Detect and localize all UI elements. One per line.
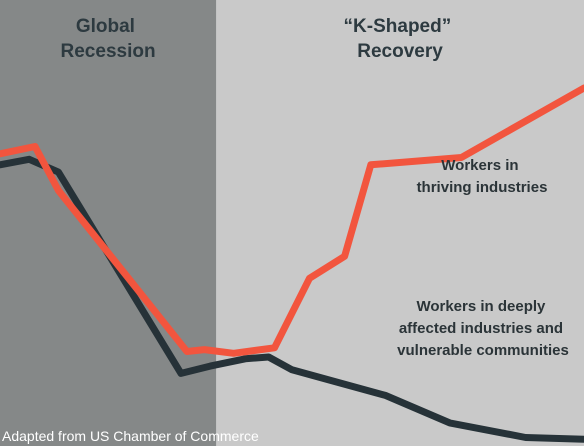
recession-shade-region [0,0,217,446]
affected-label-line-3: vulnerable communities [397,342,569,359]
affected-series-line [0,155,584,443]
thriving-label-line-2: thriving industries [417,179,548,196]
thriving-label-line-1: Workers in [441,157,518,174]
recession-label: Global Recession [61,16,156,62]
recovery-label: “K-Shaped” Recovery [344,16,457,62]
affected-series-label: Workers in deeply affected industries an… [397,298,569,359]
thriving-series-line [0,84,584,357]
thriving-series-label: Workers in thriving industries [417,157,548,196]
recession-label-line-2: Recession [61,41,156,62]
source-note: Adapted from US Chamber of Commerce [2,428,259,444]
recovery-label-line-1: “K-Shaped” [344,16,452,37]
recovery-label-line-2: Recovery [357,41,443,62]
affected-label-line-1: Workers in deeply [416,298,546,315]
series-lines [0,84,584,443]
affected-label-line-2: affected industries and [399,320,563,337]
recession-label-line-1: Global [76,16,135,37]
